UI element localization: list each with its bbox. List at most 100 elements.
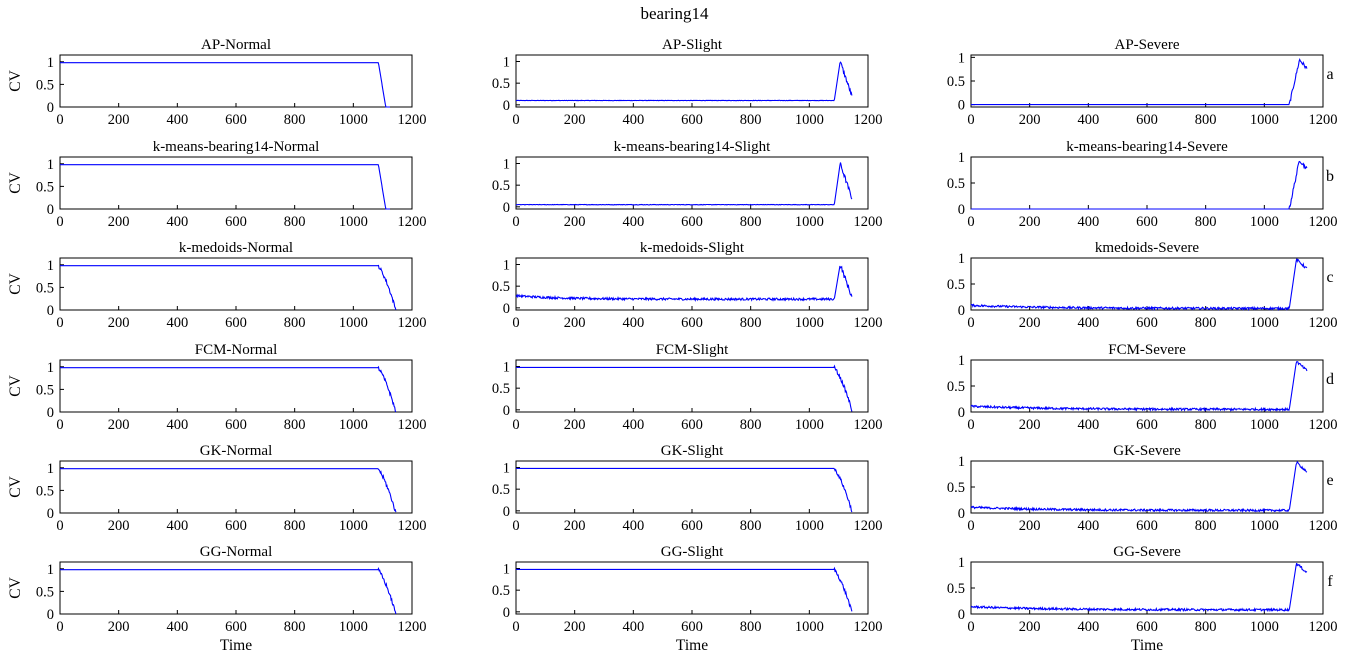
- series-line: [971, 57, 1308, 106]
- x-tick-label: 1000: [795, 417, 824, 433]
- y-tick-label: 1: [47, 55, 54, 71]
- y-tick-label: 0.5: [492, 482, 510, 498]
- x-tick-label: 1200: [854, 214, 883, 230]
- y-tick-label: 0: [47, 607, 54, 623]
- series-line: [970, 361, 1308, 412]
- x-tick-label: 0: [512, 518, 519, 534]
- x-tick-label: 1000: [1250, 518, 1279, 534]
- y-tick-label: 0: [47, 303, 54, 319]
- y-tick-label: 0.5: [947, 480, 965, 496]
- series-line: [970, 562, 1308, 613]
- y-tick-label: 0.5: [947, 277, 965, 293]
- y-tick-label: 1: [958, 454, 965, 470]
- x-tick-label: 1000: [1250, 315, 1279, 331]
- y-axis-label: CV: [7, 576, 24, 598]
- y-tick-label: 0.5: [36, 280, 54, 296]
- x-tick-label: 400: [622, 214, 644, 230]
- row-label: d: [1326, 371, 1334, 388]
- panel-title: GG-Slight: [661, 544, 724, 560]
- x-tick-label: 0: [56, 518, 63, 534]
- panel-title: GK-Slight: [661, 443, 724, 459]
- y-axis-label: CV: [7, 272, 24, 294]
- y-tick-label: 0.5: [36, 483, 54, 499]
- subplot: FCM-Slight 0 200 400 600 800 1000 1200 0 0.5 1: [492, 342, 883, 433]
- series-line: [515, 265, 853, 303]
- x-tick-label: 0: [512, 112, 519, 128]
- x-tick-label: 200: [1019, 417, 1041, 433]
- subplot: AP-Severe 0 200 400 600 800 1000 1200 0 0.5 1 a: [947, 37, 1338, 128]
- x-tick-label: 600: [681, 619, 703, 635]
- panel-title: k-means-bearing14-Normal: [153, 139, 320, 155]
- x-tick-label: 400: [622, 619, 644, 635]
- x-tick-label: 200: [1019, 315, 1041, 331]
- x-tick-label: 1000: [339, 619, 368, 635]
- x-tick-label: 800: [1195, 619, 1217, 635]
- x-tick-label: 200: [1019, 214, 1041, 230]
- y-tick-label: 1: [958, 555, 965, 571]
- y-tick-label: 1: [503, 360, 510, 376]
- panel-title: k-means-bearing14-Severe: [1066, 139, 1228, 155]
- x-tick-label: 0: [56, 315, 63, 331]
- x-tick-label: 0: [967, 214, 974, 230]
- x-tick-label: 600: [225, 518, 247, 534]
- x-tick-label: 400: [622, 112, 644, 128]
- figure-title: bearing14: [640, 4, 709, 23]
- x-tick-label: 0: [967, 315, 974, 331]
- panel-title: FCM-Slight: [656, 342, 729, 358]
- y-tick-label: 0: [503, 301, 510, 317]
- y-tick-label: 1: [958, 50, 965, 66]
- series-line: [515, 61, 853, 102]
- x-tick-label: 200: [564, 619, 586, 635]
- x-tick-label: 400: [622, 518, 644, 534]
- series-line: [515, 162, 853, 206]
- x-tick-label: 1000: [795, 214, 824, 230]
- x-tick-label: 1200: [1309, 518, 1338, 534]
- y-tick-label: 1: [503, 258, 510, 274]
- y-tick-label: 1: [503, 55, 510, 71]
- x-tick-label: 800: [284, 619, 306, 635]
- y-tick-label: 1: [47, 360, 54, 376]
- subplot: GG-Normal 0 200 400 600 800 1000 1200 0 0.5 1 CV Tim…: [7, 544, 427, 654]
- y-tick-label: 0.5: [36, 77, 54, 93]
- panel-title: FCM-Severe: [1108, 342, 1186, 358]
- x-tick-label: 800: [1195, 214, 1217, 230]
- y-axis-label: CV: [7, 171, 24, 193]
- subplot: GG-Slight 0 200 400 600 800 1000 1200 0 0.5 1 Time: [492, 544, 883, 654]
- x-tick-label: 0: [512, 417, 519, 433]
- panel-title: GK-Normal: [200, 443, 272, 459]
- x-tick-label: 1200: [1309, 619, 1338, 635]
- row-label: e: [1326, 472, 1333, 489]
- x-tick-label: 1200: [398, 214, 427, 230]
- x-tick-label: 800: [740, 417, 762, 433]
- y-tick-label: 0.5: [492, 76, 510, 92]
- x-tick-label: 400: [166, 518, 188, 534]
- x-tick-label: 200: [108, 112, 130, 128]
- x-tick-label: 400: [622, 417, 644, 433]
- x-tick-label: 600: [1136, 518, 1158, 534]
- x-tick-label: 800: [740, 315, 762, 331]
- y-tick-label: 0: [958, 607, 965, 623]
- subplot: kmedoids-Severe 0 200 400 600 800 1000 1200 0 0.5…: [947, 240, 1338, 331]
- x-tick-label: 600: [1136, 214, 1158, 230]
- plot-frame: [970, 460, 1324, 514]
- y-tick-label: 0.5: [492, 178, 510, 194]
- x-tick-label: 1200: [1309, 112, 1338, 128]
- x-tick-label: 600: [681, 518, 703, 534]
- x-tick-label: 800: [1195, 315, 1217, 331]
- x-tick-label: 400: [1077, 214, 1099, 230]
- x-tick-label: 0: [56, 619, 63, 635]
- y-tick-label: 0: [958, 303, 965, 319]
- panel-title: k-means-bearing14-Slight: [614, 139, 771, 155]
- row-label: f: [1327, 573, 1333, 590]
- y-tick-label: 0.5: [947, 176, 965, 192]
- y-tick-label: 0: [503, 403, 510, 419]
- x-tick-label: 1000: [1250, 112, 1279, 128]
- plot-frame: [970, 156, 1324, 210]
- x-tick-label: 200: [108, 214, 130, 230]
- y-tick-label: 0.5: [36, 179, 54, 195]
- x-tick-label: 1000: [1250, 214, 1279, 230]
- x-tick-label: 1000: [795, 619, 824, 635]
- x-tick-label: 1200: [398, 315, 427, 331]
- y-tick-label: 0: [47, 202, 54, 218]
- x-tick-label: 200: [108, 619, 130, 635]
